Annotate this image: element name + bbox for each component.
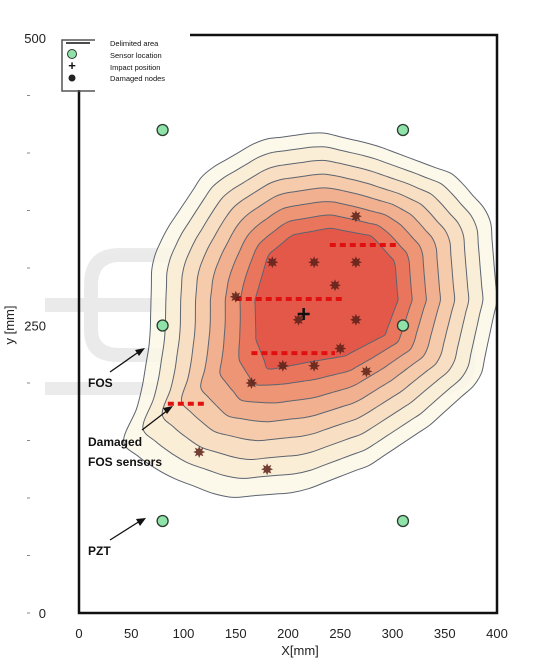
x-tick-label: 50 <box>124 626 138 641</box>
sensor-marker <box>396 514 410 528</box>
x-tick-label: 100 <box>173 626 195 641</box>
damaged-node-marker <box>261 463 274 476</box>
damaged-node-marker <box>292 313 305 326</box>
damaged-node-marker <box>334 342 347 355</box>
damaged-node-marker <box>360 365 373 378</box>
legend-sensor-icon <box>67 49 77 59</box>
legend-label-sensor-location: Sensor location <box>110 51 162 60</box>
annotation-pzt-arrow <box>109 520 141 541</box>
contour-field <box>123 132 498 498</box>
damaged-node-marker <box>193 446 206 458</box>
impact-position-marker <box>297 308 310 320</box>
y-tick-label: 0 <box>39 606 46 621</box>
legend-label-impact-position: Impact position <box>110 63 160 72</box>
damaged-node-marker <box>276 359 289 372</box>
legend-label-delimited-area: Delimited area <box>110 39 159 48</box>
annotation-damaged-fos-arrowhead <box>163 406 173 414</box>
sensor-locations <box>156 123 410 528</box>
damaged-node-marker <box>266 256 279 269</box>
annotation-damaged-fos-line1: Damaged <box>88 435 142 449</box>
x-tick-label: 400 <box>486 626 508 641</box>
x-tick-label: 150 <box>225 626 247 641</box>
damaged-node-marker <box>308 256 321 269</box>
damaged-node-marker <box>329 279 341 292</box>
legend-plus-icon: + <box>68 58 76 73</box>
damaged-node-marker <box>349 256 362 269</box>
sensor-marker <box>156 123 169 137</box>
annotation-pzt-arrowhead <box>136 518 146 526</box>
y-axis-title: y [mm] <box>2 306 17 345</box>
annotation-pzt: PZT <box>88 518 146 558</box>
sensor-marker <box>156 514 169 528</box>
damaged-node-marker <box>308 359 321 372</box>
annotation-fos: FOS <box>88 348 145 390</box>
legend-box <box>61 39 95 92</box>
annotation-damaged-fos-line2: FOS sensors <box>88 455 162 469</box>
y-axis-minor-ticks <box>27 37 30 614</box>
annotation-fos-arrowhead <box>135 348 145 356</box>
y-tick-labels: 0 250 500 <box>24 31 46 621</box>
sensor-marker <box>156 319 169 332</box>
damaged-fos-segments <box>167 243 398 406</box>
annotation-fos-label: FOS <box>88 376 113 390</box>
damaged-node-marker <box>245 377 258 389</box>
annotation-fos-arrow <box>109 350 141 373</box>
x-tick-labels: 0 50 100 150 200 250 300 350 400 <box>75 626 507 641</box>
delimited-area-frame <box>77 33 499 615</box>
damaged-node-marker <box>349 313 362 326</box>
legend: + Delimited area Sensor location Impact … <box>61 39 165 92</box>
x-tick-label: 0 <box>75 626 82 641</box>
damaged-nodes <box>193 210 373 476</box>
x-axis-title: X[mm] <box>281 643 319 658</box>
sensor-marker <box>396 123 410 137</box>
annotation-pzt-label: PZT <box>88 544 111 558</box>
annotation-damaged-fos: Damaged FOS sensors <box>88 406 173 469</box>
y-tick-label: 500 <box>24 31 46 46</box>
annotation-damaged-fos-label: Damaged FOS sensors <box>88 435 162 469</box>
x-tick-label: 250 <box>329 626 351 641</box>
sensor-marker <box>396 319 410 332</box>
damaged-node-marker <box>349 210 362 223</box>
y-tick-label: 250 <box>24 319 46 334</box>
legend-label-damaged-nodes: Damaged nodes <box>110 74 165 83</box>
damaged-node-marker <box>229 290 242 303</box>
legend-star-icon <box>68 74 76 82</box>
annotation-damaged-fos-arrow <box>141 409 169 431</box>
x-tick-label: 200 <box>277 626 299 641</box>
x-tick-label: 300 <box>382 626 404 641</box>
x-tick-label: 350 <box>434 626 456 641</box>
